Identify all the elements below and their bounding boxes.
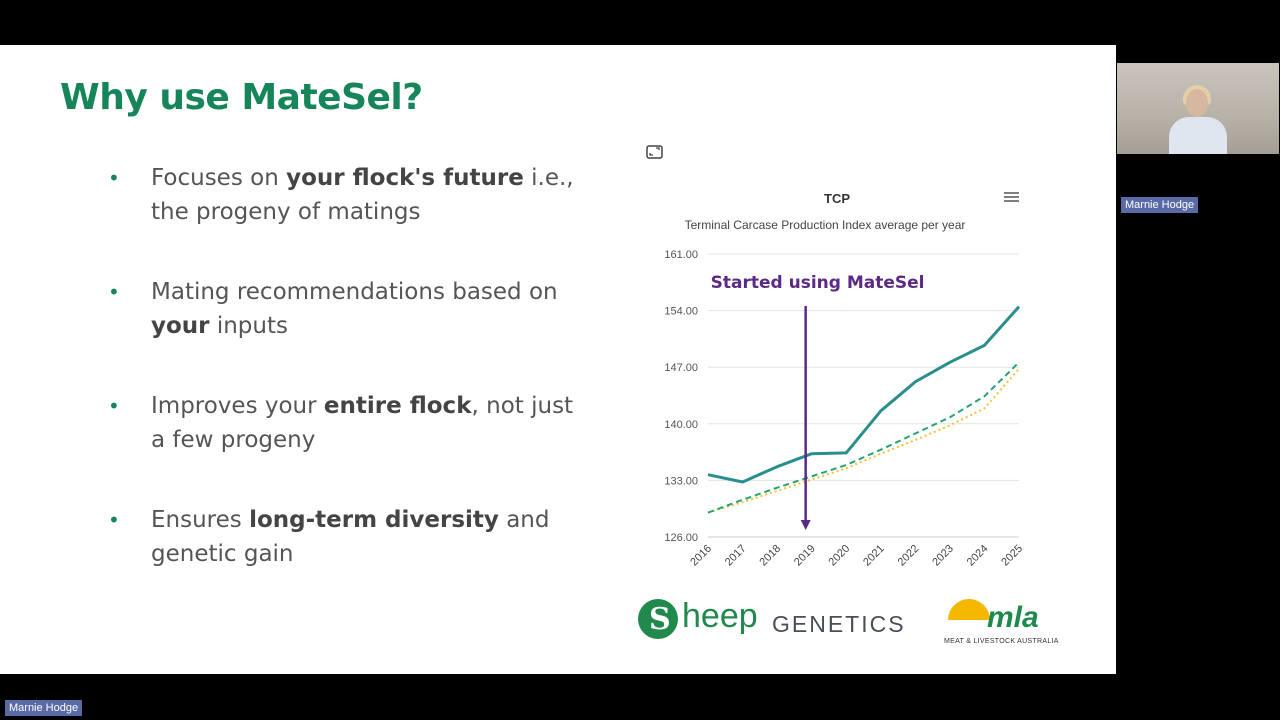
x-tick-label: 2017	[723, 543, 749, 569]
annotation-label: Started using MateSel	[711, 273, 925, 293]
series-line-breed-all	[707, 361, 1020, 514]
y-tick-label: 161.00	[664, 249, 698, 261]
chart-subtitle: Terminal Carcase Production Index averag…	[685, 218, 966, 232]
y-tick-label: 140.00	[664, 419, 698, 431]
series-line-flock	[707, 305, 1021, 484]
bullet-text: and genetic gain	[151, 507, 550, 567]
y-tick-label: 147.00	[664, 362, 698, 374]
participant-name-tag: Marnie Hodge	[1121, 197, 1199, 213]
series-line-analysis-all	[707, 368, 1020, 514]
slide-title: Why use MateSel?	[60, 77, 423, 118]
bullet-text: i.e., the progeny of matings	[151, 165, 574, 225]
x-tick-label: 2021	[861, 543, 887, 569]
bullet-dot-icon: •	[108, 394, 120, 418]
x-tick-label: 2016	[688, 543, 714, 569]
bullet-text: inputs	[209, 313, 288, 339]
presentation-slide: Why use MateSel? • Focuses on your flock'…	[0, 45, 1116, 674]
presenter-name-tag: Marnie Hodge	[5, 700, 83, 716]
tcp-chart: TCP Terminal Carcase Production Index av…	[635, 140, 1035, 570]
bullet-item: • Improves your entire flock, not just a …	[108, 389, 578, 503]
bullet-dot-icon: •	[108, 166, 120, 190]
expand-icon[interactable]	[646, 145, 663, 159]
bullet-emphasis: your flock's future	[286, 165, 524, 191]
bullet-emphasis: long-term diversity	[249, 507, 499, 533]
x-tick-label: 2023	[930, 543, 956, 569]
x-tick-label: 2025	[999, 543, 1025, 569]
chart-title: TCP	[824, 191, 850, 206]
y-tick-label: 154.00	[664, 306, 698, 318]
bullet-text: Ensures	[151, 507, 250, 533]
x-tick-label: 2020	[827, 543, 853, 569]
hamburger-menu-icon[interactable]	[1004, 192, 1019, 202]
bullet-text: Improves your	[151, 393, 324, 419]
y-tick-label: 133.00	[664, 475, 698, 487]
annotation-arrow-head-icon	[800, 520, 811, 530]
participant-video[interactable]	[1117, 63, 1279, 154]
sheep-genetics-logo: S heep GENETICS	[638, 597, 908, 643]
bullet-list: • Focuses on your flock's future i.e., th…	[108, 161, 578, 617]
bullet-text: , not just a few progeny	[151, 393, 574, 453]
mla-logo: mla MEAT & LIVESTOCK AUSTRALIA	[943, 595, 1068, 655]
bullet-item: • Mating recommendations based on your in…	[108, 275, 578, 389]
bullet-emphasis: entire flock	[323, 393, 472, 419]
x-tick-label: 2022	[896, 543, 922, 569]
chart-svg: TCP Terminal Carcase Production Index av…	[646, 145, 1025, 569]
logo-word: GENETICS	[772, 611, 906, 637]
sheep-genetics-emblem-icon: S	[638, 599, 678, 639]
bullet-item: • Focuses on your flock's future i.e., th…	[108, 161, 578, 275]
logo-letter: S	[649, 602, 671, 637]
person-body	[1169, 117, 1227, 154]
x-tick-label: 2019	[792, 543, 818, 569]
x-tick-label: 2024	[965, 543, 991, 569]
mla-sun-icon	[948, 599, 990, 620]
bullet-dot-icon: •	[108, 280, 120, 304]
person-head	[1186, 89, 1208, 117]
logo-word: mla	[987, 601, 1039, 634]
bullet-item: • Ensures long-term diversity and genetic…	[108, 503, 578, 617]
logo-word: heep	[682, 597, 758, 635]
bullet-dot-icon: •	[108, 508, 120, 532]
bullet-text: Mating recommendations based on	[151, 279, 558, 305]
bullet-emphasis: your	[151, 313, 210, 339]
bullet-text: Focuses on	[151, 165, 287, 191]
y-tick-label: 126.00	[664, 532, 698, 544]
x-tick-label: 2018	[757, 543, 783, 569]
logo-subtitle: MEAT & LIVESTOCK AUSTRALIA	[944, 638, 1059, 645]
